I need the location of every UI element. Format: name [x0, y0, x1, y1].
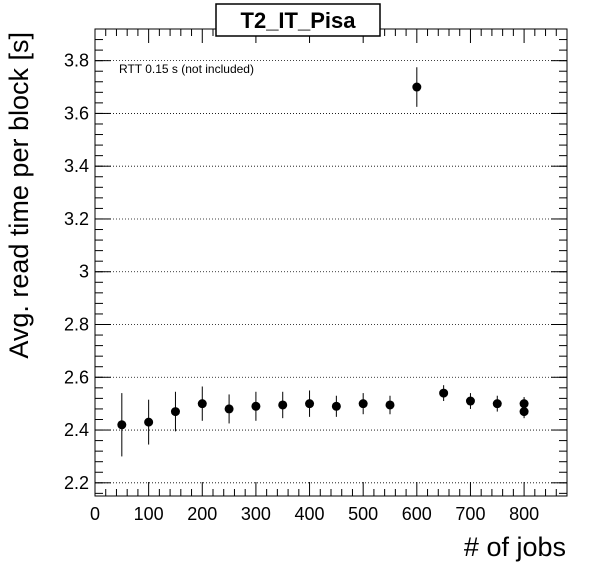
title-frame	[215, 3, 381, 37]
y-tick-label: 3.8	[64, 51, 89, 71]
x-tick-label: 600	[402, 504, 432, 524]
data-point	[465, 396, 475, 406]
x-tick-label: 300	[241, 504, 271, 524]
data-point	[358, 399, 368, 409]
data-point	[519, 407, 529, 417]
data-point	[492, 399, 502, 409]
data-point	[519, 399, 529, 409]
y-axis-title: Avg. read time per block [s]	[4, 32, 34, 359]
y-tick-label: 3.4	[64, 156, 89, 176]
axis-ticks: 2.2 2.4 2.6 2.8 3 3.2 3.4 3.6 3.8 0 100 200 300 400 50…	[64, 29, 567, 524]
data-point	[251, 401, 261, 411]
x-tick-label: 0	[90, 504, 100, 524]
data-point	[117, 420, 127, 430]
data-points	[117, 67, 529, 457]
data-point	[412, 82, 422, 92]
x-tick-label: 400	[295, 504, 325, 524]
data-point	[385, 400, 395, 410]
y-tick-label: 3.2	[64, 209, 89, 229]
y-tick-label: 2.6	[64, 367, 89, 387]
x-tick-label: 800	[509, 504, 539, 524]
y-tick-label: 3.6	[64, 103, 89, 123]
data-point	[305, 399, 315, 409]
x-axis-title: # of jobs	[464, 532, 566, 562]
y-tick-label: 3	[79, 262, 89, 282]
data-point	[224, 404, 234, 414]
chart-title: T2_IT_Pisa	[241, 8, 357, 33]
data-point	[331, 401, 341, 411]
y-tick-label: 2.4	[64, 420, 89, 440]
y-tick-label: 2.8	[64, 315, 89, 335]
data-point	[170, 407, 180, 417]
x-tick-label: 100	[134, 504, 164, 524]
y-tick-label: 2.2	[64, 473, 89, 493]
data-point	[197, 399, 207, 409]
data-point	[439, 388, 449, 398]
data-point	[278, 400, 288, 410]
data-point	[144, 417, 154, 427]
title-box: T2_IT_Pisa	[215, 3, 381, 37]
grid-lines	[95, 60, 567, 484]
x-tick-label: 700	[455, 504, 485, 524]
annotation-text: RTT 0.15 s (not included)	[119, 62, 254, 76]
x-tick-label: 200	[187, 504, 217, 524]
plot-frame	[94, 28, 568, 497]
x-tick-label: 500	[348, 504, 378, 524]
